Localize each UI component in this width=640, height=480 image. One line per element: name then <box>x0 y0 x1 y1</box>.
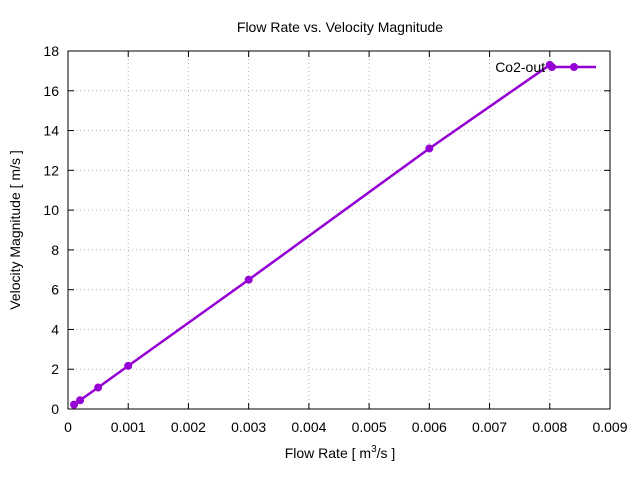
legend-marker-co2-out <box>548 63 556 71</box>
x-tick-label: 0.006 <box>412 419 447 435</box>
y-tick-label: 10 <box>43 202 59 218</box>
x-axis-title-superscript: 3 <box>371 444 377 455</box>
x-axis-title-text: Flow Rate [ m <box>285 445 371 461</box>
y-tick-label: 0 <box>51 401 59 417</box>
y-tick-label: 8 <box>51 242 59 258</box>
x-tick-label: 0.004 <box>291 419 326 435</box>
gridlines <box>68 51 610 409</box>
data-point <box>94 383 103 392</box>
y-tick-label: 14 <box>43 123 59 139</box>
x-tick-label: 0.002 <box>171 419 206 435</box>
y-tick-label: 6 <box>51 282 59 298</box>
x-axis-title: Flow Rate [ m3/s ] <box>285 444 396 461</box>
x-tick-label: 0 <box>64 419 72 435</box>
x-axis-title-unit: /s ] <box>377 445 396 461</box>
plot-frame <box>67 50 611 410</box>
data-point <box>76 396 85 405</box>
x-tick-label: 0.008 <box>532 419 567 435</box>
x-tick-label: 0.007 <box>472 419 507 435</box>
x-tick-label: 0.001 <box>111 419 146 435</box>
data-point <box>244 275 253 284</box>
x-tick-label: 0.005 <box>352 419 387 435</box>
series-line-co2-out <box>73 63 551 406</box>
y-tick-label: 18 <box>43 43 59 59</box>
data-series <box>70 60 554 409</box>
y-tick-label: 4 <box>51 321 59 337</box>
data-point <box>425 144 434 153</box>
y-axis-title: Velocity Magnitude [ m/s ] <box>7 150 23 310</box>
y-tick-label: 2 <box>51 361 59 377</box>
legend: Co2-out <box>495 59 596 75</box>
x-tick-label: 0.003 <box>231 419 266 435</box>
chart-title: Flow Rate vs. Velocity Magnitude <box>237 19 443 35</box>
data-point <box>70 400 79 409</box>
y-tick-label: 16 <box>43 83 59 99</box>
x-tick-label: 0.009 <box>592 419 627 435</box>
y-tick-label: 12 <box>43 162 59 178</box>
axis-ticks: 0 0.001 0.002 0.003 0.004 0.005 0.006 0.007 0.00… <box>43 43 627 435</box>
data-point <box>124 361 133 370</box>
legend-label-co2-out: Co2-out <box>495 59 545 75</box>
legend-marker-co2-out <box>570 63 578 71</box>
